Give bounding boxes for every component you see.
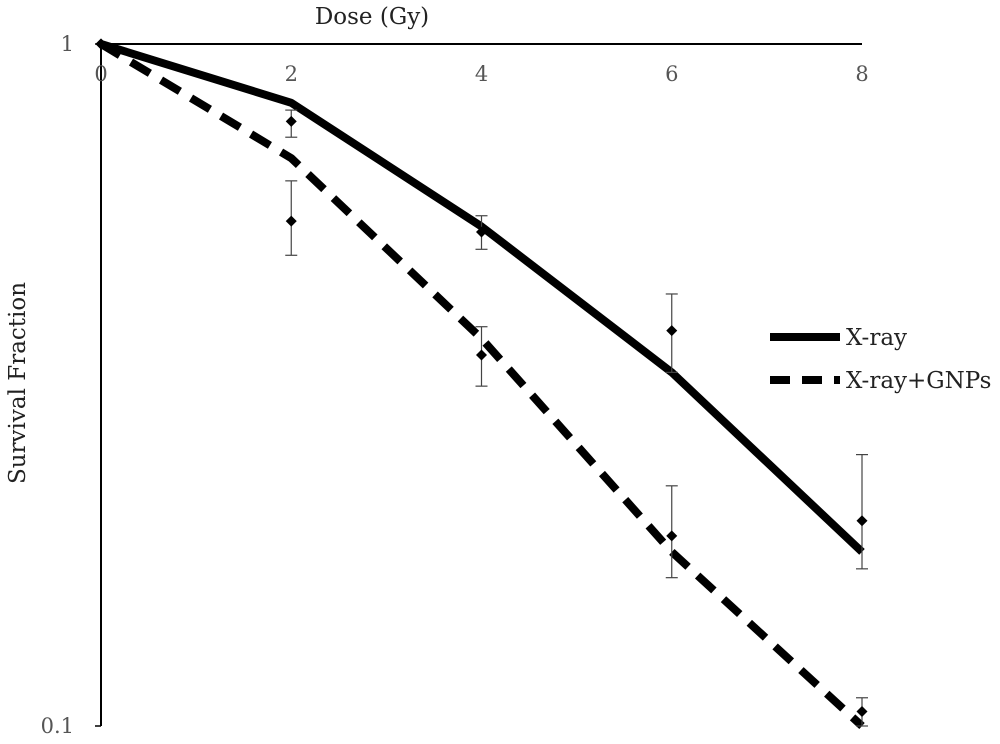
series-line-x-ray (99, 40, 865, 555)
series-line-x-ray-gnps (98, 40, 865, 729)
x-tick-label: 6 (665, 62, 678, 86)
data-point-x-ray-gnps (856, 706, 868, 718)
data-point-x-ray (666, 325, 678, 337)
y-tick-label: 1 (61, 32, 74, 56)
y-tick-label: 0.1 (41, 714, 74, 738)
data-markers (95, 38, 868, 718)
x-tick-label: 2 (285, 62, 298, 86)
x-tick-label: 0 (94, 62, 107, 86)
legend-label-x-ray-gnps: X-ray+GNPs (846, 368, 991, 394)
data-point-x-ray-gnps (476, 349, 487, 361)
data-point-x-ray-gnps (285, 215, 297, 227)
x-axis-title: Dose (Gy) (315, 4, 429, 30)
data-point-x-ray (285, 115, 297, 127)
tick-labels: 0 2 4 6 8 1 0.1 (41, 32, 869, 738)
data-point-x-ray (476, 226, 487, 238)
data-point-x-ray-gnps (666, 530, 678, 542)
y-axis-title: Survival Fraction (5, 282, 31, 484)
axes (95, 43, 862, 727)
data-point-x-ray-gnps (95, 38, 107, 50)
x-tick-label: 4 (475, 62, 488, 86)
x-tick-label: 8 (855, 62, 868, 86)
legend: X-ray X-ray+GNPs (770, 325, 991, 394)
error-bars (285, 109, 868, 727)
data-point-x-ray (856, 515, 868, 527)
legend-label-x-ray: X-ray (846, 325, 907, 351)
